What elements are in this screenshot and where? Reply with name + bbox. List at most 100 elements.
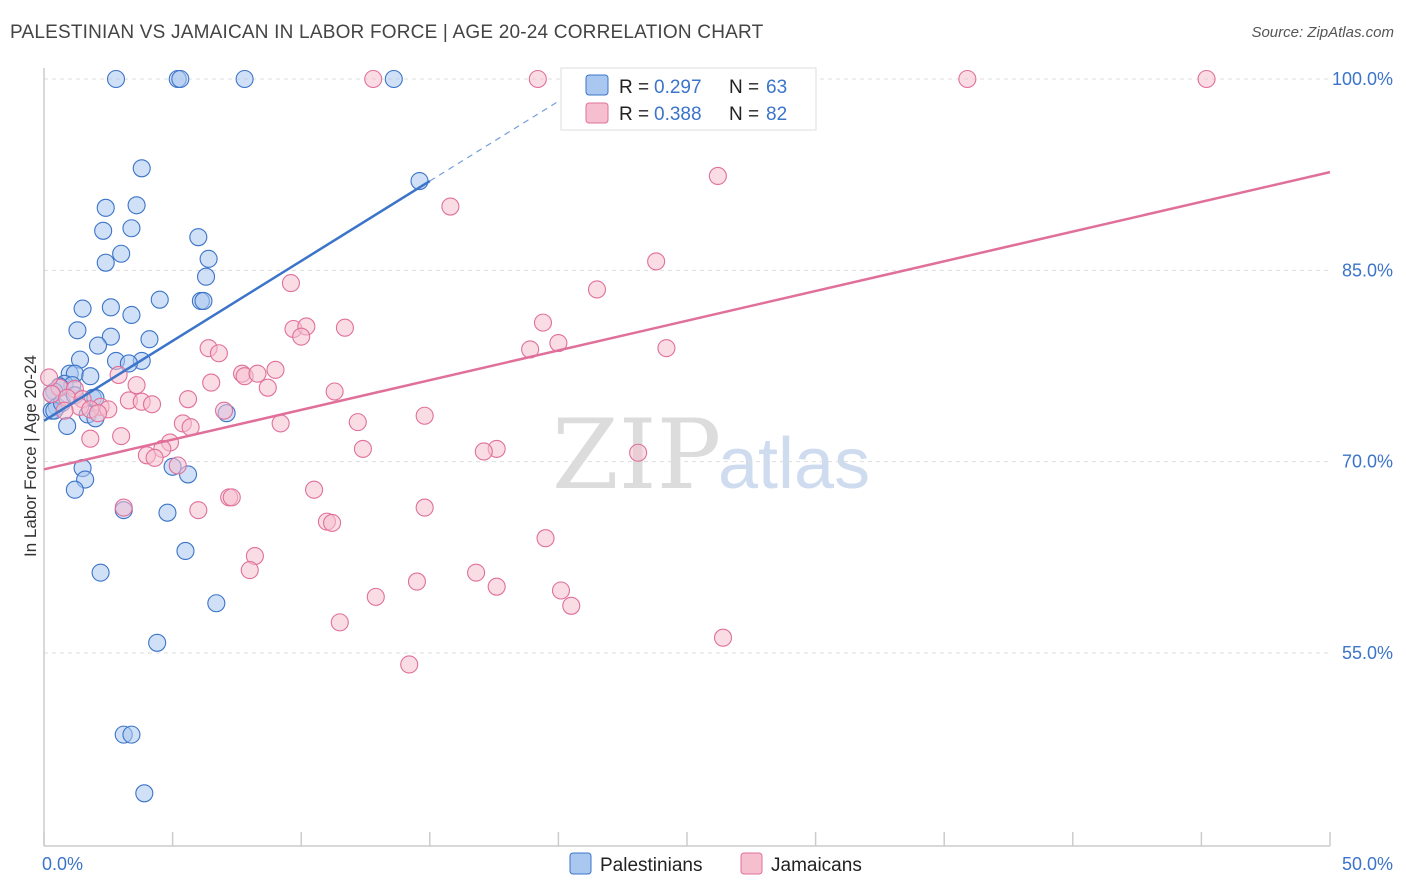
jamaicans-point xyxy=(408,573,425,590)
jamaicans-point xyxy=(282,275,299,292)
stats-swatch-jamaicans xyxy=(586,103,608,123)
chart-canvas: ZIP atlas 55.0% 70.0% 85.0% 100.0% 0.0% … xyxy=(0,0,1406,892)
stats-n-label-palestinians: N = xyxy=(729,77,759,98)
jamaicans-point xyxy=(169,457,186,474)
palestinians-point xyxy=(92,564,109,581)
jamaicans-point xyxy=(43,386,60,403)
jamaicans-point xyxy=(326,383,343,400)
jamaicans-point xyxy=(416,407,433,424)
jamaicans-point xyxy=(241,562,258,579)
jamaicans-point xyxy=(331,614,348,631)
palestinians-point xyxy=(133,160,150,177)
y-tick-labels: 55.0% 70.0% 85.0% 100.0% xyxy=(1332,69,1393,663)
jamaicans-point xyxy=(128,377,145,394)
palestinians-point xyxy=(108,71,125,88)
jamaicans-point xyxy=(534,314,551,331)
jamaicans-point xyxy=(365,71,382,88)
palestinians-point xyxy=(200,250,217,267)
watermark-atlas: atlas xyxy=(718,424,870,504)
palestinians-point xyxy=(66,481,83,498)
palestinians-point xyxy=(97,199,114,216)
jamaicans-point xyxy=(354,440,371,457)
jamaicans-point xyxy=(588,281,605,298)
jamaicans-point xyxy=(563,597,580,614)
palestinians-point xyxy=(177,542,194,559)
stats-swatch-palestinians xyxy=(586,75,608,95)
jamaicans-point xyxy=(259,379,276,396)
jamaicans-point xyxy=(709,167,726,184)
jamaicans-point xyxy=(144,396,161,413)
series-palestinians-points xyxy=(43,71,428,802)
palestinians-point xyxy=(59,417,76,434)
jamaicans-point xyxy=(552,582,569,599)
palestinians-point xyxy=(208,595,225,612)
stats-r-label-palestinians: R = xyxy=(619,77,649,98)
y-tick-label-85: 85.0% xyxy=(1342,260,1393,280)
y-tick-label-55: 55.0% xyxy=(1342,643,1393,663)
jamaicans-point xyxy=(115,499,132,516)
palestinians-point xyxy=(141,331,158,348)
palestinians-point xyxy=(113,245,130,262)
jamaicans-point xyxy=(401,656,418,673)
palestinians-point xyxy=(69,322,86,339)
y-tick-label-70: 70.0% xyxy=(1342,452,1393,472)
stats-n-value-jamaicans: 82 xyxy=(766,104,787,125)
jamaicans-point xyxy=(203,374,220,391)
palestinians-point xyxy=(82,368,99,385)
x-tick-label-min: 0.0% xyxy=(42,854,83,874)
jamaicans-point xyxy=(180,391,197,408)
palestinians-point xyxy=(198,268,215,285)
x-axis-ticks xyxy=(44,832,1330,846)
palestinians-point xyxy=(236,71,253,88)
jamaicans-point xyxy=(267,361,284,378)
palestinians-point xyxy=(159,504,176,521)
y-tick-label-100: 100.0% xyxy=(1332,69,1393,89)
jamaicans-point xyxy=(715,629,732,646)
jamaicans-point xyxy=(293,328,310,345)
jamaicans-point xyxy=(41,369,58,386)
jamaicans-point xyxy=(113,428,130,445)
palestinians-point xyxy=(128,197,145,214)
palestinians-point xyxy=(95,222,112,239)
palestinians-point xyxy=(74,300,91,317)
jamaicans-point xyxy=(537,530,554,547)
jamaicans-point xyxy=(648,253,665,270)
palestinians-point xyxy=(136,785,153,802)
palestinians-point xyxy=(190,229,207,246)
palestinians-point xyxy=(149,634,166,651)
jamaicans-point xyxy=(529,71,546,88)
jamaicans-point xyxy=(223,489,240,506)
jamaicans-point xyxy=(190,502,207,519)
palestinians-point xyxy=(102,299,119,316)
legend-swatch-palestinians xyxy=(570,853,591,874)
jamaicans-point xyxy=(475,443,492,460)
stats-r-label-jamaicans: R = xyxy=(619,104,649,125)
jamaicans-point xyxy=(82,430,99,447)
jamaicans-point xyxy=(90,405,107,422)
jamaicans-point xyxy=(349,414,366,431)
palestinians-point xyxy=(385,71,402,88)
gridlines xyxy=(44,79,1330,653)
palestinians-point xyxy=(90,337,107,354)
jamaicans-point xyxy=(306,481,323,498)
jamaicans-point xyxy=(146,449,163,466)
jamaicans-point xyxy=(272,415,289,432)
palestinians-point xyxy=(151,291,168,308)
bottom-legend: Palestinians Jamaicans xyxy=(570,853,862,876)
palestinians-point xyxy=(123,726,140,743)
stats-r-value-jamaicans: 0.388 xyxy=(654,104,702,125)
x-tick-label-max: 50.0% xyxy=(1342,854,1393,874)
jamaicans-point xyxy=(959,71,976,88)
jamaicans-point xyxy=(1198,71,1215,88)
palestinians-point xyxy=(195,292,212,309)
jamaicans-point xyxy=(336,319,353,336)
jamaicans-point xyxy=(210,345,227,362)
palestinians-point xyxy=(97,254,114,271)
jamaicans-point xyxy=(658,340,675,357)
jamaicans-point xyxy=(367,588,384,605)
legend-label-palestinians: Palestinians xyxy=(600,855,702,876)
jamaicans-point xyxy=(216,402,233,419)
stats-n-label-jamaicans: N = xyxy=(729,104,759,125)
palestinians-point xyxy=(172,71,189,88)
jamaicans-point xyxy=(416,499,433,516)
